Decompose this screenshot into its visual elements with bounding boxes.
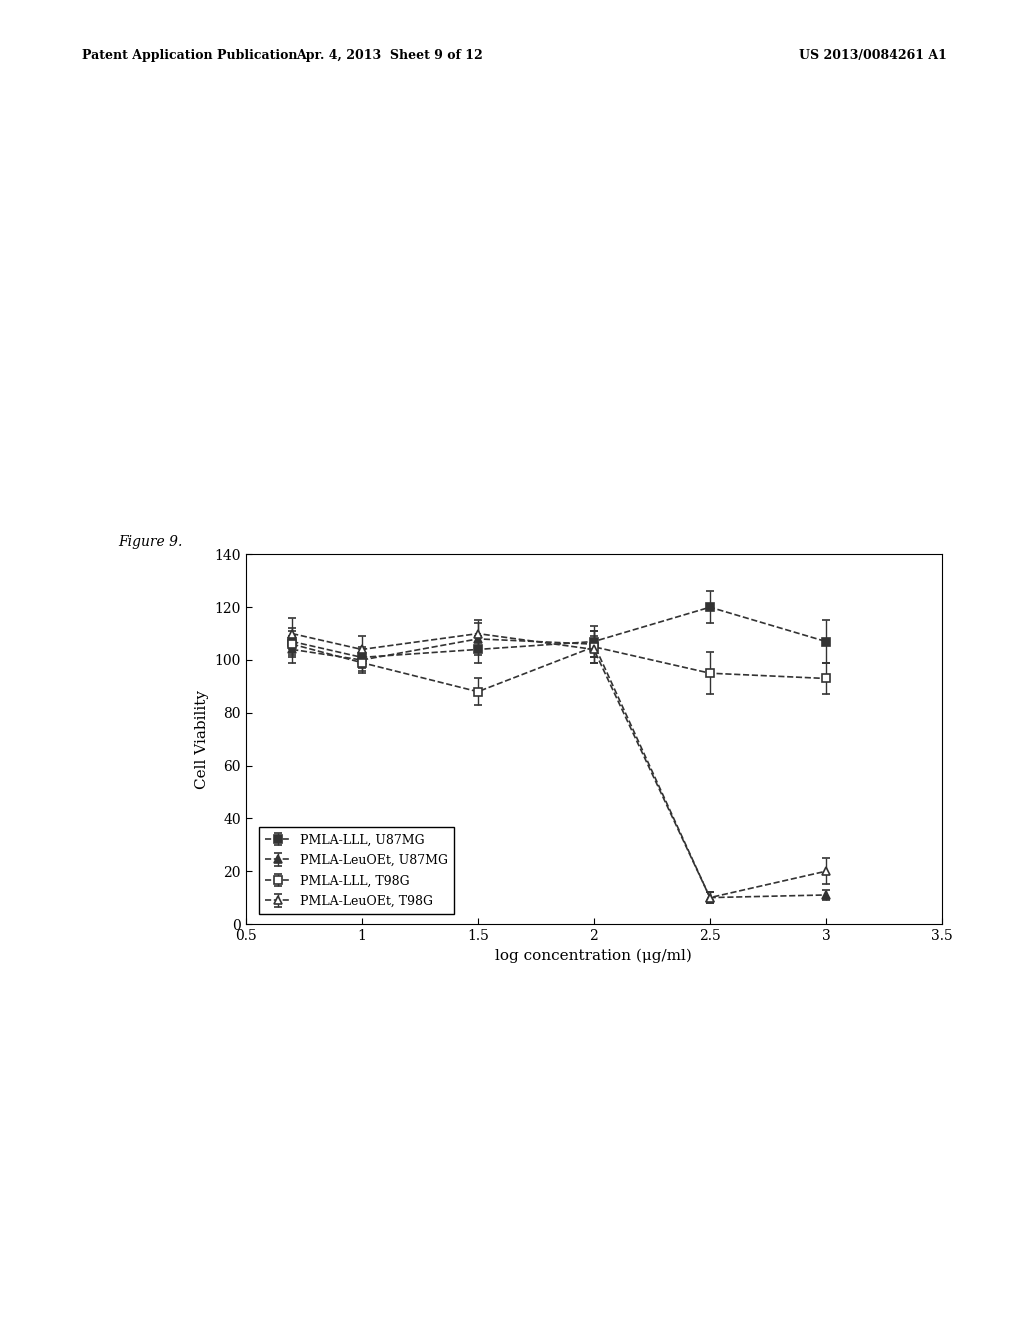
- Text: Figure 9.: Figure 9.: [118, 535, 182, 549]
- Text: Apr. 4, 2013  Sheet 9 of 12: Apr. 4, 2013 Sheet 9 of 12: [296, 49, 482, 62]
- X-axis label: log concentration (μg/ml): log concentration (μg/ml): [496, 948, 692, 962]
- Text: Patent Application Publication: Patent Application Publication: [82, 49, 297, 62]
- Legend: PMLA-LLL, U87MG, PMLA-LeuOEt, U87MG, PMLA-LLL, T98G, PMLA-LeuOEt, T98G: PMLA-LLL, U87MG, PMLA-LeuOEt, U87MG, PML…: [259, 828, 455, 913]
- Text: US 2013/0084261 A1: US 2013/0084261 A1: [799, 49, 946, 62]
- Y-axis label: Cell Viability: Cell Viability: [195, 689, 209, 788]
